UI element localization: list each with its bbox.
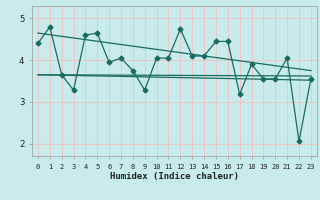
X-axis label: Humidex (Indice chaleur): Humidex (Indice chaleur) — [110, 172, 239, 181]
